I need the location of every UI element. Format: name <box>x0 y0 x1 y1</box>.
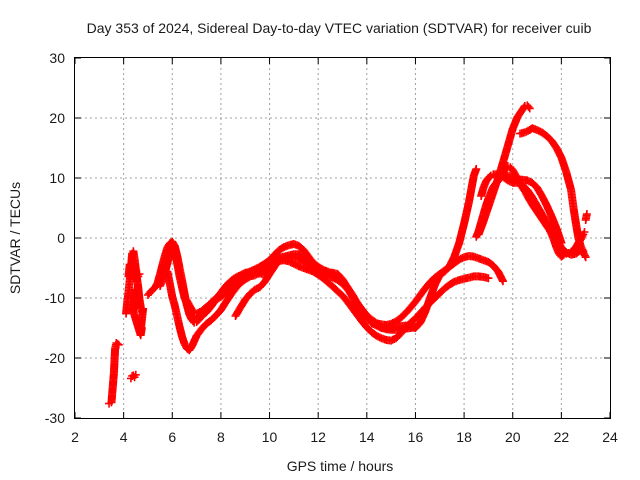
x-tick-label: 20 <box>505 429 521 445</box>
series-track-1 <box>105 339 123 408</box>
x-tick-labels: 2 4 6 8 10 12 14 16 18 20 22 24 <box>71 429 618 445</box>
x-tick-label: 10 <box>262 429 278 445</box>
data-point <box>524 102 533 111</box>
x-tick-label: 24 <box>602 429 618 445</box>
data-point <box>275 256 284 265</box>
data-point <box>114 340 123 349</box>
x-tick-label: 12 <box>310 429 326 445</box>
x-axis-title: GPS time / hours <box>287 458 394 474</box>
data-points <box>105 101 591 408</box>
y-tick-label: 10 <box>49 170 65 186</box>
data-point <box>578 245 587 254</box>
y-tick-labels: -30 -20 -10 0 10 20 30 <box>45 50 65 426</box>
data-point <box>131 303 140 312</box>
data-point <box>411 322 420 331</box>
data-point <box>274 257 283 266</box>
y-axis-title: SDTVAR / TECUs <box>7 182 23 294</box>
x-tick-label: 2 <box>71 429 79 445</box>
plot-frame <box>74 57 611 419</box>
series-track-2 <box>126 370 140 383</box>
x-tick-label: 18 <box>456 429 472 445</box>
y-tick-label: 20 <box>49 110 65 126</box>
data-point <box>525 104 534 113</box>
data-point <box>581 253 590 262</box>
x-tick-label: 14 <box>359 429 375 445</box>
series-track-12 <box>474 101 534 239</box>
data-point <box>580 251 589 260</box>
series-track-13 <box>516 124 591 256</box>
chart-title: Day 353 of 2024, Sidereal Day-to-day VTE… <box>87 20 592 36</box>
data-point <box>125 260 134 269</box>
data-point <box>499 277 507 286</box>
x-tick-label: 4 <box>120 429 128 445</box>
data-point <box>113 339 122 348</box>
data-point <box>579 247 588 256</box>
x-tick-label: 6 <box>168 429 176 445</box>
series-track-7 <box>182 240 420 334</box>
data-point <box>484 274 493 283</box>
y-tick-label: -30 <box>45 410 65 426</box>
x-tick-label: 22 <box>554 429 570 445</box>
data-point <box>580 228 589 236</box>
y-tick-label: -20 <box>45 350 65 366</box>
data-point <box>557 238 566 247</box>
x-tick-label: 16 <box>408 429 424 445</box>
x-tick-label: 8 <box>217 429 225 445</box>
data-point <box>131 370 140 379</box>
y-tick-label: -10 <box>45 290 65 306</box>
series-track-8 <box>231 256 284 320</box>
data-point <box>472 165 481 173</box>
y-tick-label: 30 <box>49 50 65 66</box>
data-point <box>582 210 591 218</box>
axis-ticks <box>74 57 611 419</box>
series-track-3 <box>122 247 148 340</box>
y-tick-label: 0 <box>57 230 65 246</box>
